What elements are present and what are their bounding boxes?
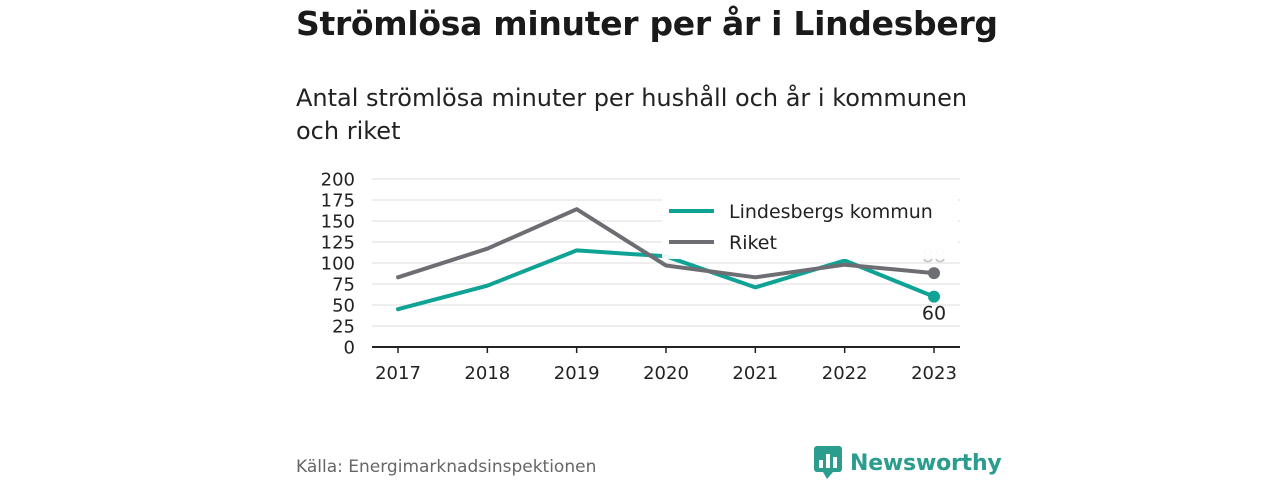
y-tick-label: 75 [332,275,355,296]
source-note: Källa: Energimarknadsinspektionen [296,457,597,477]
brand-logo: Newsworthy [814,446,1002,480]
y-tick-label: 0 [344,338,355,359]
y-tick-label: 175 [321,191,355,212]
x-tick-label: 2023 [911,363,957,384]
y-tick-label: 150 [321,212,355,233]
chart-title: Strömlösa minuter per år i Lindesberg [296,4,998,43]
y-tick-label: 25 [332,317,355,338]
series-line-riket [396,207,936,280]
legend-background [662,191,958,259]
newsworthy-logo-icon [814,446,842,479]
series-line-lindesbergs-kommun [396,248,936,312]
x-tick-label: 2021 [732,363,778,384]
legend-label: Riket [729,232,777,254]
series-end-point [928,267,940,280]
x-tick-label: 2022 [822,363,868,384]
end-label-lindesbergs-kommun: 60 [922,303,946,325]
series-end-point [928,290,940,303]
x-tick-label: 2020 [643,363,689,384]
y-tick-label: 50 [332,296,355,317]
chart-subtitle: Antal strömlösa minuter per hushåll och … [296,84,968,145]
x-tick-label: 2018 [464,363,510,384]
y-tick-label: 100 [321,254,355,275]
x-tick-label: 2019 [554,363,600,384]
legend-label: Lindesbergs kommun [729,201,933,223]
x-tick-label: 2017 [375,363,421,384]
y-tick-label: 125 [321,233,355,254]
brand-name: Newsworthy [850,450,1002,476]
y-tick-label: 200 [321,170,355,191]
